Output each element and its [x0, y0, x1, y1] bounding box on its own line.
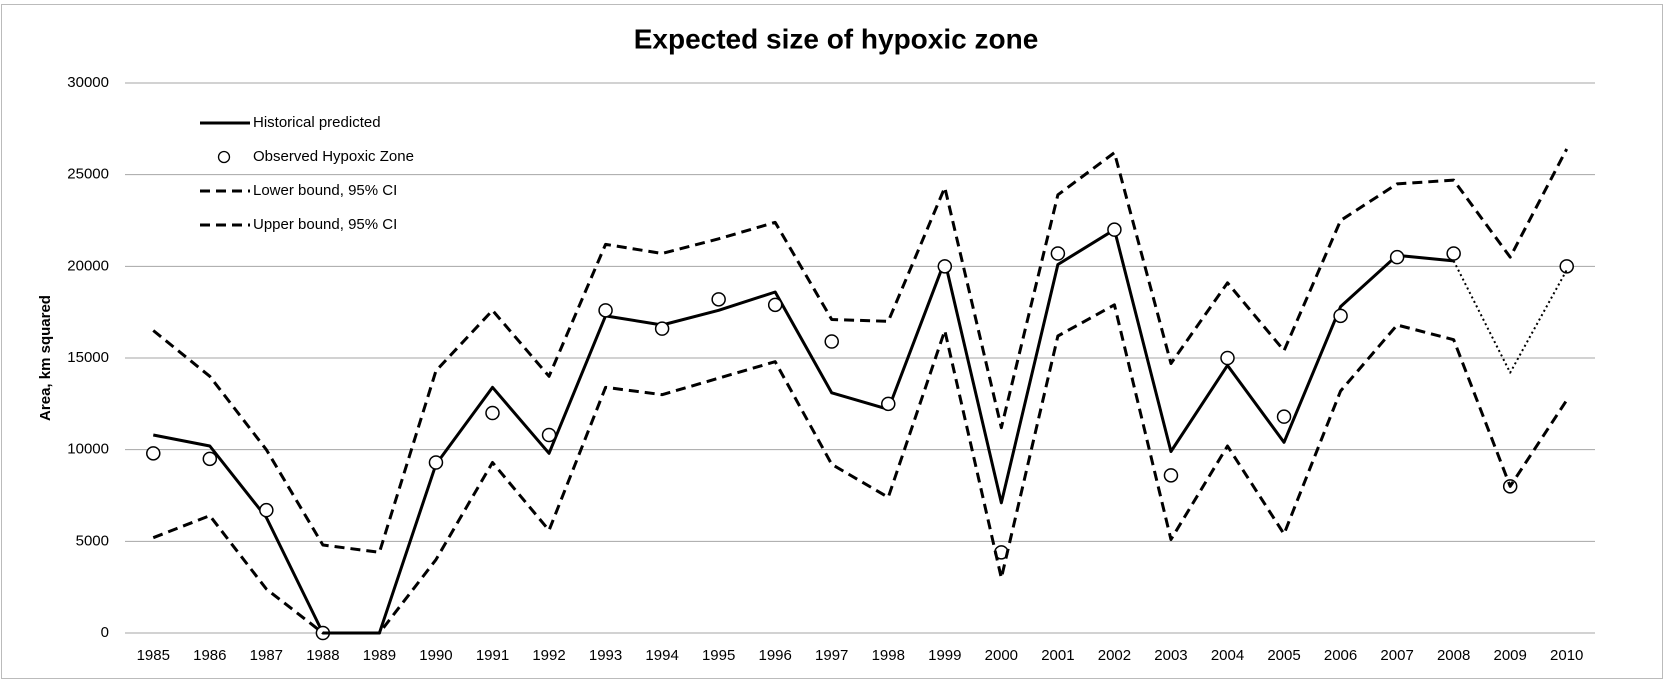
data-point	[146, 446, 161, 461]
data-point	[541, 427, 557, 443]
chart-title: Expected size of hypoxic zone	[634, 23, 1039, 54]
y-tick-label: 10000	[67, 441, 109, 458]
x-tick-label: 1991	[476, 647, 509, 664]
x-tick-label: 2007	[1380, 647, 1413, 664]
legend-label: Upper bound, 95% CI	[253, 216, 397, 233]
legend-label: Historical predicted	[253, 114, 381, 131]
x-tick-label: 2009	[1494, 647, 1527, 664]
y-tick-label: 20000	[67, 257, 109, 274]
data-point	[428, 455, 444, 470]
y-tick-label: 5000	[76, 532, 109, 549]
x-tick-label: 2000	[985, 647, 1018, 664]
data-point	[1446, 246, 1461, 261]
x-tick-label: 1994	[645, 647, 678, 664]
data-point	[711, 292, 726, 307]
y-tick-label: 25000	[67, 166, 109, 183]
series-line	[152, 303, 1568, 635]
x-tick-label: 1995	[702, 647, 735, 664]
data-point	[881, 396, 896, 412]
x-tick-label: 1997	[815, 647, 848, 664]
data-point	[1333, 308, 1348, 324]
x-tick-label: 2005	[1267, 647, 1300, 664]
data-point	[485, 405, 500, 421]
x-tick-label: 1993	[589, 647, 622, 664]
legend-label: Lower bound, 95% CI	[253, 182, 397, 199]
data-point	[259, 502, 274, 518]
series-line	[152, 148, 1569, 554]
legend-label: Observed Hypoxic Zone	[253, 148, 414, 165]
x-tick-label: 2010	[1550, 647, 1583, 664]
x-tick-label: 2002	[1098, 647, 1131, 664]
y-axis-label: Area, km squared	[37, 295, 54, 421]
data-point	[654, 321, 670, 336]
x-tick-label: 2006	[1324, 647, 1357, 664]
y-tick-label: 0	[101, 624, 109, 641]
x-tick-label: 1987	[250, 647, 283, 664]
data-point	[1163, 468, 1179, 483]
series-line	[1452, 260, 1568, 374]
data-point	[1220, 350, 1235, 366]
x-tick-label: 2003	[1154, 647, 1187, 664]
data-point	[937, 259, 953, 274]
data-point	[1050, 246, 1066, 261]
y-tick-label: 15000	[67, 349, 109, 366]
x-tick-label: 1985	[137, 647, 170, 664]
data-point	[1276, 409, 1292, 424]
x-tick-label: 1990	[419, 647, 452, 664]
data-point	[824, 334, 839, 349]
x-tick-label: 1986	[193, 647, 226, 664]
x-tick-label: 1999	[928, 647, 961, 664]
x-tick-label: 1992	[532, 647, 565, 664]
data-point	[1559, 259, 1574, 274]
legend-marker	[217, 150, 231, 164]
x-tick-label: 1998	[872, 647, 905, 664]
y-tick-label: 30000	[67, 74, 109, 91]
x-tick-label: 2004	[1211, 647, 1244, 664]
x-tick-label: 2008	[1437, 647, 1470, 664]
x-tick-label: 1988	[306, 647, 339, 664]
x-tick-label: 2001	[1041, 647, 1074, 664]
data-point	[202, 451, 218, 467]
x-tick-label: 1996	[759, 647, 792, 664]
data-point	[767, 297, 783, 313]
data-point	[1107, 222, 1122, 237]
data-point	[1389, 249, 1405, 265]
x-tick-label: 1989	[363, 647, 396, 664]
data-point	[598, 303, 613, 318]
